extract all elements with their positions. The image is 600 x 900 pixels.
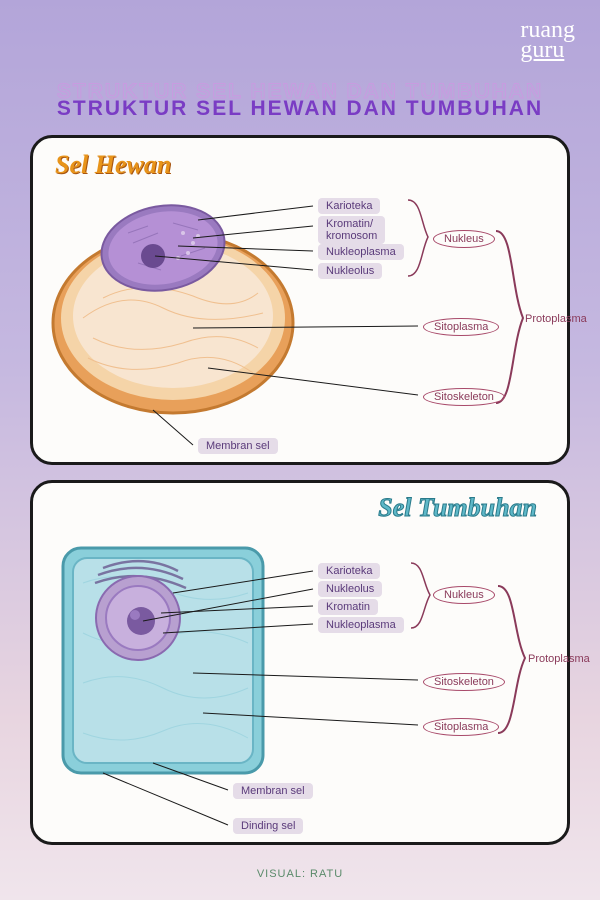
label-protoplasma-p: Protoplasma (528, 653, 590, 665)
label-nukleolus-a: Nukleolus (318, 263, 382, 279)
label-membran-p: Membran sel (233, 783, 313, 799)
animal-cell-diagram (33, 138, 573, 468)
label-nukleoplasma-p: Nukleoplasma (318, 617, 404, 633)
label-protoplasma-a: Protoplasma (525, 313, 587, 325)
label-kromatin-p: Kromatin (318, 599, 378, 615)
label-sitoplasma-a: Sitoplasma (423, 318, 499, 336)
label-karioteka-a: Karioteka (318, 198, 380, 214)
label-nukleoplasma-a: Nukleoplasma (318, 244, 404, 260)
brand-logo: ruang guru (520, 20, 575, 61)
plant-cell-title: Sel Tumbuhan (378, 493, 537, 523)
animal-cell-title: Sel Hewan (55, 150, 171, 180)
label-sitoskeleton-p: Sitoskeleton (423, 673, 505, 691)
label-kromatin-a: Kromatin/kromosom (318, 216, 385, 244)
page-title: STRUKTUR SEL HEWAN DAN TUMBUHAN (0, 97, 600, 121)
label-dinding-p: Dinding sel (233, 818, 303, 834)
label-karioteka-p: Karioteka (318, 563, 380, 579)
label-sitoplasma-p: Sitoplasma (423, 718, 499, 736)
label-nukleus-a: Nukleus (433, 230, 495, 248)
label-membran-a: Membran sel (198, 438, 278, 454)
panel-plant-cell: Sel Tumbuhan (30, 480, 570, 845)
panel-animal-cell: Sel Hewan (30, 135, 570, 465)
logo-line2: guru (520, 37, 564, 63)
label-sitoskeleton-a: Sitoskeleton (423, 388, 505, 406)
label-nukleus-p: Nukleus (433, 586, 495, 604)
label-nukleolus-p: Nukleolus (318, 581, 382, 597)
visual-credit: VISUAL: RATU (0, 868, 600, 880)
